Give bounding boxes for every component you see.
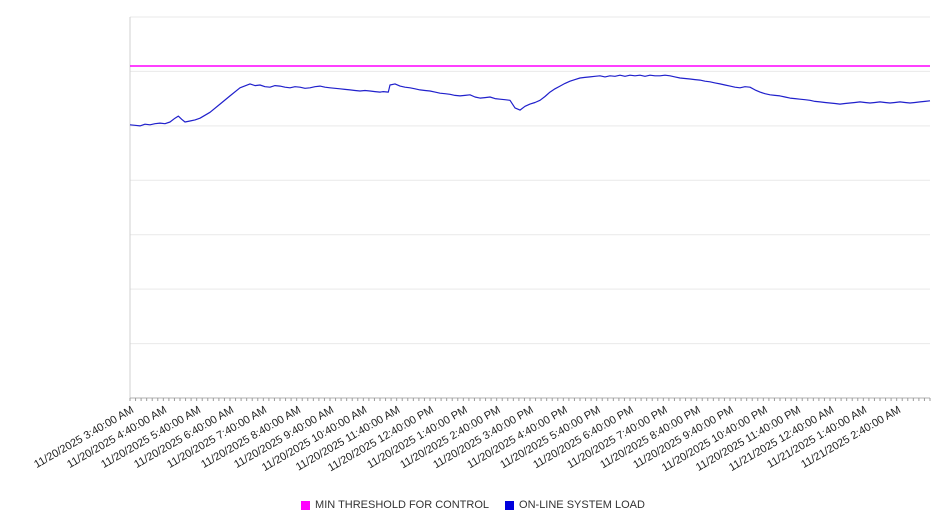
legend-swatch-threshold	[301, 500, 311, 510]
legend-item-min-threshold[interactable]: MIN THRESHOLD FOR CONTROL	[301, 499, 489, 511]
legend-label-threshold: MIN THRESHOLD FOR CONTROL	[315, 499, 490, 511]
legend-swatch-load	[505, 500, 515, 510]
system-load-line	[129, 74, 931, 127]
chart-legend: MIN THRESHOLD FOR CONTROL ON-LINE SYSTEM…	[0, 499, 946, 511]
legend-label-load: ON-LINE SYSTEM LOAD	[519, 499, 645, 511]
legend-item-system-load[interactable]: ON-LINE SYSTEM LOAD	[505, 499, 645, 511]
